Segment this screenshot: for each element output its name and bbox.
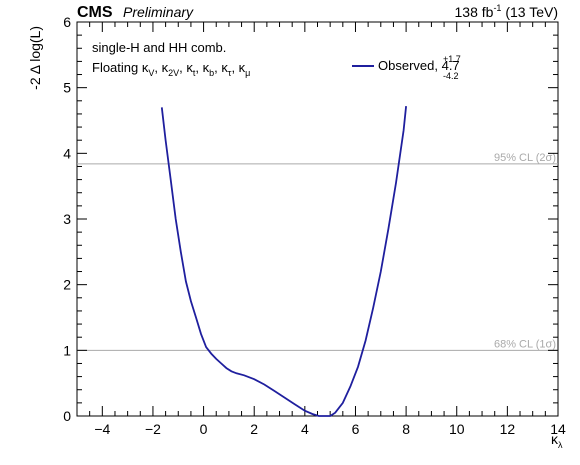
x-axis-symbol: κ (551, 431, 559, 447)
coupling-subscript: τ (228, 68, 232, 78)
energy-label: (13 TeV) (501, 4, 558, 20)
x-tick-label: 2 (250, 421, 258, 437)
luminosity-label: 138 fb-1 (13 TeV) (455, 3, 559, 20)
legend-text: Observed, 4.7 (378, 58, 460, 73)
legend-down-uncertainty: -4.2 (443, 71, 459, 81)
lumi-value: 138 fb (455, 4, 494, 20)
coupling-symbol: , κ (195, 60, 209, 75)
x-tick-label: 4 (301, 421, 309, 437)
couplings-prefix: Floating (92, 60, 142, 75)
x-tick-label: 6 (352, 421, 360, 437)
status-label: Preliminary (123, 4, 194, 20)
coupling-symbol: , κ (154, 60, 168, 75)
y-tick-label: 2 (63, 277, 71, 293)
observed-curve (160, 106, 407, 417)
legend-up-uncertainty: +1.7 (443, 54, 461, 64)
coupling-subscript: 2V (168, 68, 179, 78)
x-tick-label: −2 (145, 421, 161, 437)
x-tick-label: 8 (402, 421, 410, 437)
coupling-subscript: t (193, 68, 196, 78)
x-tick-label: −4 (94, 421, 110, 437)
y-tick-label: 3 (63, 211, 71, 227)
lumi-exponent: -1 (493, 3, 501, 13)
x-tick-label: 14 (550, 421, 566, 437)
x-axis-subscript: λ (558, 440, 563, 450)
y-tick-label: 1 (63, 342, 71, 358)
reference-lines: 95% CL (2σ) 68% CL (1σ) (77, 152, 558, 351)
coupling-subscript: μ (245, 68, 250, 78)
cl-reference-label: 95% CL (2σ) (494, 152, 556, 164)
x-axis-ticks: −4 −2 0 2 4 6 8 10 12 14 (76, 22, 566, 437)
coupling-symbol: , κ (231, 60, 245, 75)
experiment-label: CMS (77, 4, 113, 21)
cl-reference-label: 68% CL (1σ) (494, 338, 556, 350)
coupling-symbol: κ (142, 60, 149, 75)
coupling-subscript: V (148, 68, 154, 78)
coupling-symbol: , κ (214, 60, 228, 75)
y-tick-label: 5 (63, 80, 71, 96)
plot-frame (76, 21, 559, 417)
annotation-couplings: Floating κV, κ2V, κt, κb, κτ, κμ (92, 60, 250, 78)
y-axis-title: -2 Δ log(L) (27, 26, 43, 90)
coupling-subscript: b (209, 68, 214, 78)
x-tick-label: 10 (449, 421, 465, 437)
y-tick-label: 0 (63, 408, 71, 424)
y-tick-label: 6 (63, 14, 71, 30)
x-axis-title: κλ (551, 431, 563, 450)
x-tick-label: 12 (500, 421, 516, 437)
annotation-line1: single-H and HH comb. (92, 40, 226, 55)
y-axis-ticks: 0 1 2 3 4 5 6 (63, 14, 558, 424)
x-tick-label: 0 (200, 421, 208, 437)
coupling-symbol: , κ (179, 60, 193, 75)
legend-label: Observed, 4.7+1.7 -4.2 (378, 54, 461, 81)
y-tick-label: 4 (63, 145, 71, 161)
